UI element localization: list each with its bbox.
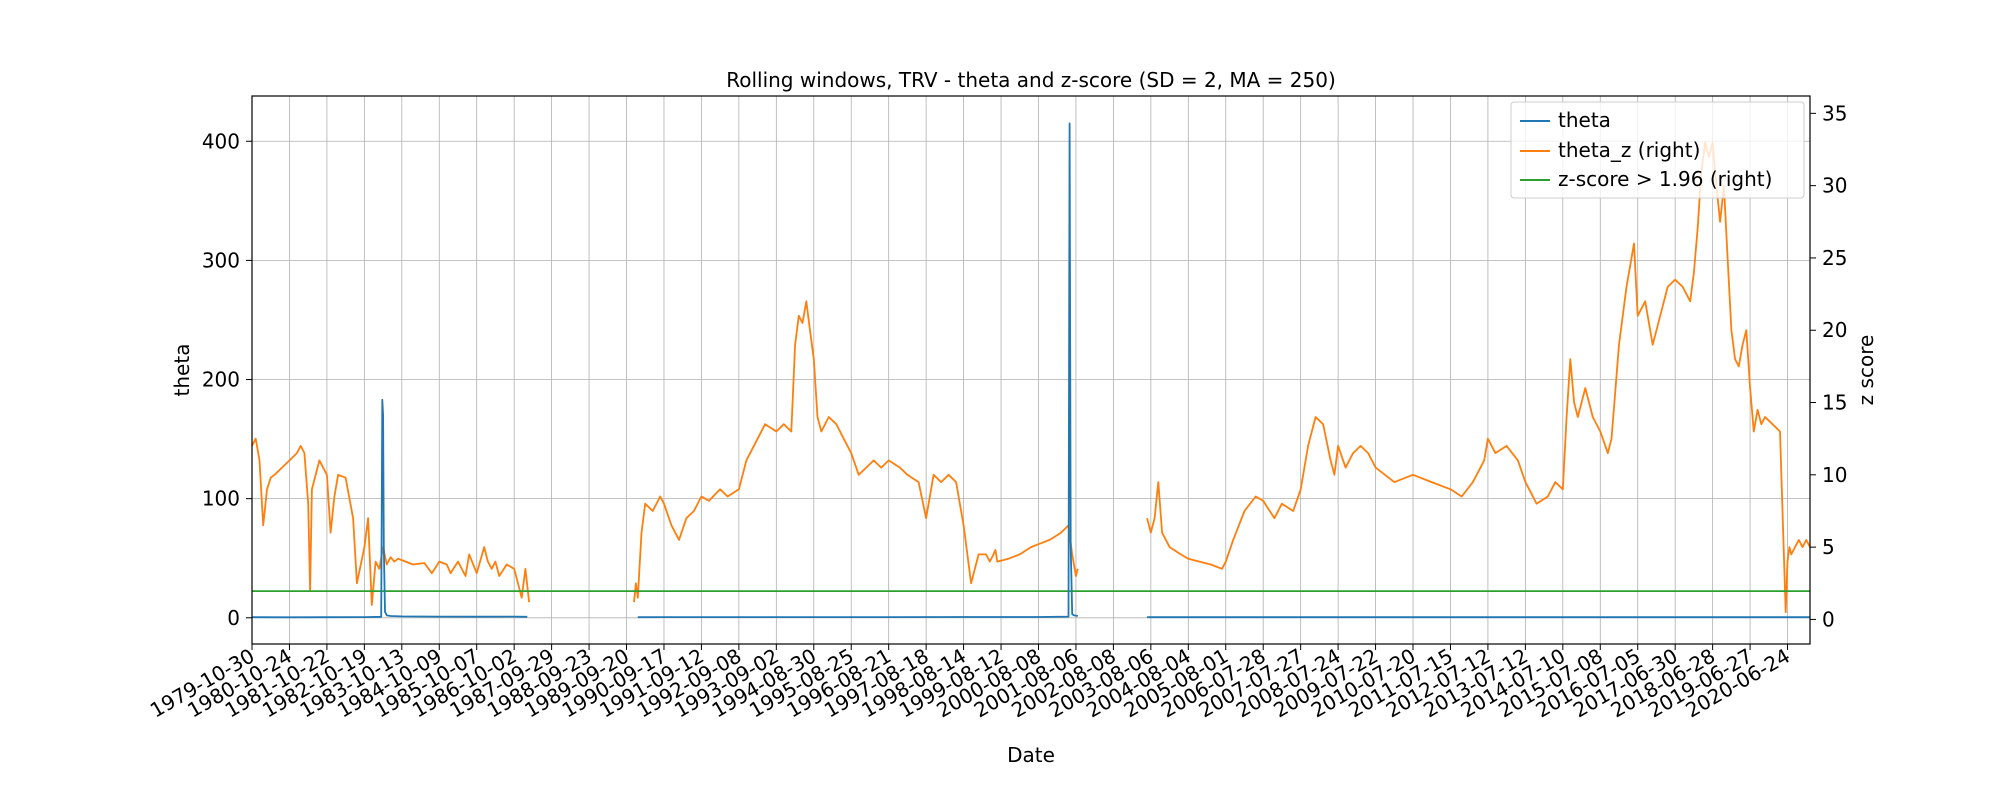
y-axis-label: theta <box>170 344 194 397</box>
y-tick-label: 0 <box>227 606 240 630</box>
legend: theta theta_z (right) z-score > 1.96 (ri… <box>1510 101 1805 199</box>
y-tick-label: 300 <box>202 248 240 272</box>
y2-tick-label: 15 <box>1822 391 1847 415</box>
legend-label-theta: theta <box>1558 108 1611 132</box>
legend-label-theta-z: theta_z (right) <box>1558 138 1700 162</box>
y-tick-label: 100 <box>202 487 240 511</box>
series-line-theta <box>251 122 1810 619</box>
chart-title: Rolling windows, TRV - theta and z-score… <box>726 68 1336 92</box>
tick-labels: 1979-10-301980-10-241981-10-221982-10-19… <box>146 101 1848 722</box>
y2-tick-label: 5 <box>1822 535 1835 559</box>
legend-label-zscore-threshold: z-score > 1.96 (right) <box>1558 167 1772 191</box>
y-tick-label: 400 <box>202 129 240 153</box>
y2-tick-label: 10 <box>1822 463 1847 487</box>
plot-area <box>251 122 1811 619</box>
x-axis-label: Date <box>1007 743 1055 767</box>
y2-tick-label: 20 <box>1822 318 1847 342</box>
grid-lines <box>251 96 1810 644</box>
y-tick-label: 200 <box>202 368 240 392</box>
tick-marks <box>246 112 1816 650</box>
legend-box <box>1510 101 1805 199</box>
y2-tick-label: 30 <box>1822 174 1847 198</box>
series-line-theta-z <box>251 141 1811 614</box>
plot-frame <box>251 95 1811 645</box>
y2-tick-label: 25 <box>1822 246 1847 270</box>
y2-tick-label: 35 <box>1822 101 1847 125</box>
y2-axis-label: z score <box>1854 335 1878 406</box>
y2-tick-label: 0 <box>1822 607 1835 631</box>
